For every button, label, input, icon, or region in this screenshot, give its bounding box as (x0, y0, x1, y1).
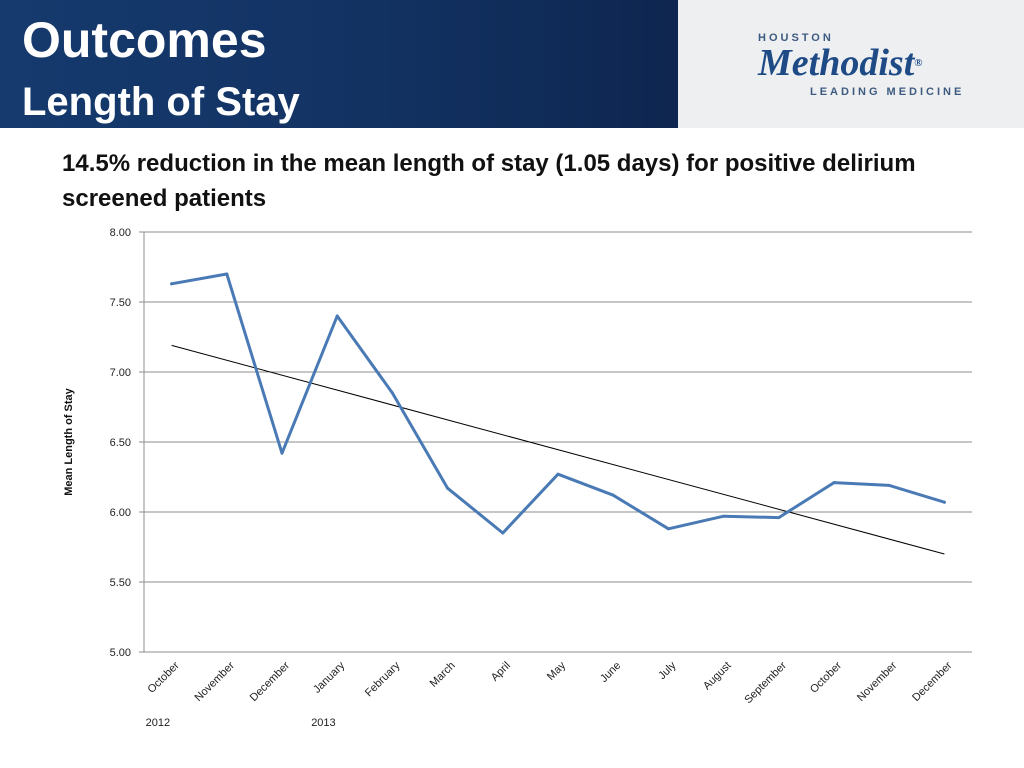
x-category-label: April (489, 660, 513, 684)
x-category-label: July (656, 659, 679, 682)
y-tick-label: 7.50 (110, 297, 131, 309)
data-point (446, 486, 450, 490)
x-category-label: November (855, 659, 900, 704)
header-banner: Outcomes Length of Stay HOUSTON Methodis… (0, 0, 1024, 128)
logo-registered-mark: ® (914, 57, 923, 69)
y-tick-label: 8.00 (110, 227, 131, 239)
page-title: Outcomes (22, 12, 267, 68)
data-point (335, 314, 339, 318)
chart-series-layer (170, 272, 946, 535)
header-title-panel: Outcomes Length of Stay (0, 0, 678, 128)
logo-methodist-text: Methodist (758, 42, 915, 84)
x-category-label: December (248, 659, 293, 704)
year-label: 2013 (311, 717, 335, 729)
x-category-label: August (701, 660, 734, 693)
logo-methodist-wordmark: Methodist® (758, 42, 922, 84)
y-tick-label: 6.00 (110, 507, 131, 519)
x-category-label: September (742, 659, 789, 706)
chart-gridlines (144, 231, 972, 653)
x-category-label: May (545, 659, 569, 683)
chart-trendline-layer (171, 344, 945, 555)
data-point (777, 516, 781, 520)
y-tick-label: 5.50 (110, 577, 131, 589)
trendline (171, 344, 945, 555)
year-label: 2012 (146, 717, 170, 729)
data-point (666, 527, 670, 531)
x-category-label: June (598, 660, 623, 685)
houston-methodist-logo: HOUSTON Methodist® LEADING MEDICINE (758, 32, 968, 104)
x-category-label: March (428, 660, 458, 690)
headline-text: 14.5% reduction in the mean length of st… (62, 150, 916, 212)
data-point (501, 531, 505, 535)
page-subtitle: Length of Stay (22, 80, 300, 124)
y-tick-label: 6.50 (110, 437, 131, 449)
data-point (887, 483, 891, 487)
logo-houston-text: HOUSTON (758, 32, 834, 44)
data-point (611, 493, 615, 497)
data-point (280, 451, 284, 455)
data-point (390, 391, 394, 395)
x-category-label: February (363, 659, 403, 699)
x-category-label: October (808, 659, 844, 695)
data-point (556, 472, 560, 476)
chart-axes (139, 231, 145, 653)
series-line (170, 272, 946, 535)
logo-tagline: LEADING MEDICINE (810, 86, 965, 98)
header-logo-panel (678, 0, 1024, 128)
x-category-label: November (193, 659, 238, 704)
data-point (832, 481, 836, 485)
y-tick-label: 5.00 (110, 647, 131, 659)
y-axis-title: Mean Length of Stay (63, 387, 75, 495)
y-tick-label: 7.00 (110, 367, 131, 379)
x-category-label: October (146, 659, 182, 695)
data-point (942, 500, 946, 504)
data-point (722, 514, 726, 518)
x-category-label: January (311, 659, 348, 696)
data-point (170, 282, 174, 286)
x-category-label: December (910, 659, 955, 704)
data-point (225, 272, 229, 276)
